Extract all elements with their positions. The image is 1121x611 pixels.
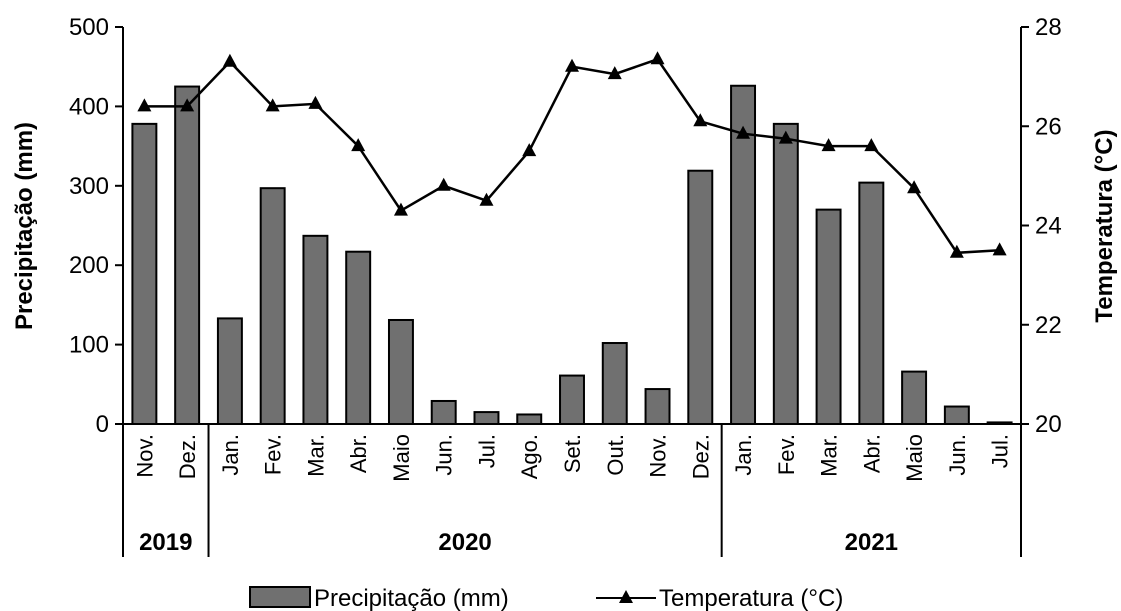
x-tick-label: Jul. xyxy=(474,434,499,468)
x-tick-label: Fev. xyxy=(774,434,799,475)
x-tick-label: Set. xyxy=(560,434,585,473)
y-axis-title: Precipitação (mm) xyxy=(11,122,38,330)
temperature-marker xyxy=(308,95,323,109)
axes xyxy=(115,26,1029,557)
year-label: 2019 xyxy=(139,529,192,556)
precipitation-bar xyxy=(943,405,970,426)
legend-bar-swatch xyxy=(249,586,311,608)
bars xyxy=(131,84,1013,426)
precipitation-bar xyxy=(901,370,928,426)
x-tick-label: Out. xyxy=(603,434,628,476)
temperature-marker xyxy=(180,98,195,112)
temperature-marker xyxy=(864,138,879,152)
axis-labels: 0 100 200 300 400 500 20 22 24 26 28 Nov. Dez. Jan. Fe… xyxy=(69,14,1062,556)
y2-axis-title: Temperatura (°C) xyxy=(1091,129,1118,322)
x-tick-label: Abr. xyxy=(859,434,884,473)
x-tick-label: Jul. xyxy=(988,434,1013,468)
temperature-marker xyxy=(607,66,622,80)
y-tick-label: 100 xyxy=(69,332,109,359)
precipitation-bar xyxy=(259,187,286,425)
precipitation-bar xyxy=(858,181,885,425)
precipitation-bar xyxy=(644,388,671,425)
x-tick-label: Nov. xyxy=(646,434,671,478)
temperature-marker xyxy=(565,58,579,72)
y-tick-label: 400 xyxy=(69,93,109,120)
precipitation-bar xyxy=(559,374,585,426)
year-label: 2021 xyxy=(845,529,898,556)
temperature-marker xyxy=(351,138,366,152)
legend-label-precipitation: Precipitação (mm) xyxy=(314,585,509,611)
precipitation-bar xyxy=(601,342,628,425)
temperature-marker xyxy=(222,53,237,67)
temperature-marker xyxy=(778,130,793,144)
x-tick-label: Jan. xyxy=(218,434,243,476)
y-tick-label: 0 xyxy=(96,411,109,438)
precipitation-bar xyxy=(986,421,1013,425)
precipitation-bar xyxy=(473,411,500,425)
x-tick-label: Dez. xyxy=(175,434,200,479)
y2-tick-label: 20 xyxy=(1035,411,1062,438)
y2-tick-label: 28 xyxy=(1035,14,1062,41)
x-tick-label: Jun. xyxy=(432,434,457,476)
x-tick-label: Ago. xyxy=(517,434,542,479)
year-label: 2020 xyxy=(438,529,491,556)
y-tick-label: 300 xyxy=(69,173,109,200)
temperature-marker xyxy=(650,51,665,65)
legend: Precipitação (mm) Temperatura (°C) xyxy=(249,585,843,611)
x-tick-label: Maio xyxy=(389,434,414,482)
precipitation-bar xyxy=(345,250,372,425)
x-tick-label: Mar. xyxy=(817,434,842,477)
temperature-line xyxy=(137,51,1007,258)
precipitation-bar xyxy=(687,169,714,425)
x-tick-label: Jun. xyxy=(945,434,970,476)
x-tick-label: Nov. xyxy=(132,434,157,478)
x-tick-label: Maio xyxy=(902,434,927,482)
temperature-marker xyxy=(393,202,408,216)
precipitation-bar xyxy=(430,399,457,425)
temperature-marker xyxy=(436,177,451,191)
precipitation-bar xyxy=(772,122,799,425)
precipitation-bar xyxy=(815,208,842,425)
y2-tick-label: 24 xyxy=(1035,213,1062,240)
precipitation-bar xyxy=(730,84,757,425)
precipitation-bar xyxy=(174,85,201,426)
x-tick-label: Mar. xyxy=(303,434,328,477)
y-tick-label: 500 xyxy=(69,14,109,41)
temperature-marker xyxy=(265,98,280,112)
y2-tick-label: 22 xyxy=(1035,312,1062,339)
temperature-marker xyxy=(907,180,922,194)
temperature-marker xyxy=(821,138,836,152)
temperature-marker xyxy=(137,98,152,112)
temperature-marker xyxy=(949,244,964,258)
precipitation-bar xyxy=(387,318,414,425)
x-tick-label: Jan. xyxy=(731,434,756,476)
precipitation-bar xyxy=(302,234,329,425)
temperature-marker xyxy=(693,113,708,127)
temperature-marker xyxy=(479,192,494,206)
x-tick-label: Dez. xyxy=(688,434,713,479)
y-tick-label: 200 xyxy=(69,252,109,279)
temperature-marker xyxy=(992,242,1007,256)
precipitation-bar xyxy=(131,122,158,425)
precipitation-bar xyxy=(516,413,543,425)
x-tick-label: Abr. xyxy=(346,434,371,473)
temperature-marker xyxy=(736,125,751,139)
legend-triangle-marker xyxy=(619,590,633,603)
x-tick-label: Fev. xyxy=(261,434,286,475)
temperature-marker xyxy=(522,143,537,157)
y2-tick-label: 26 xyxy=(1035,113,1062,140)
precipitation-bar xyxy=(216,317,243,426)
legend-label-temperature: Temperatura (°C) xyxy=(659,585,843,611)
